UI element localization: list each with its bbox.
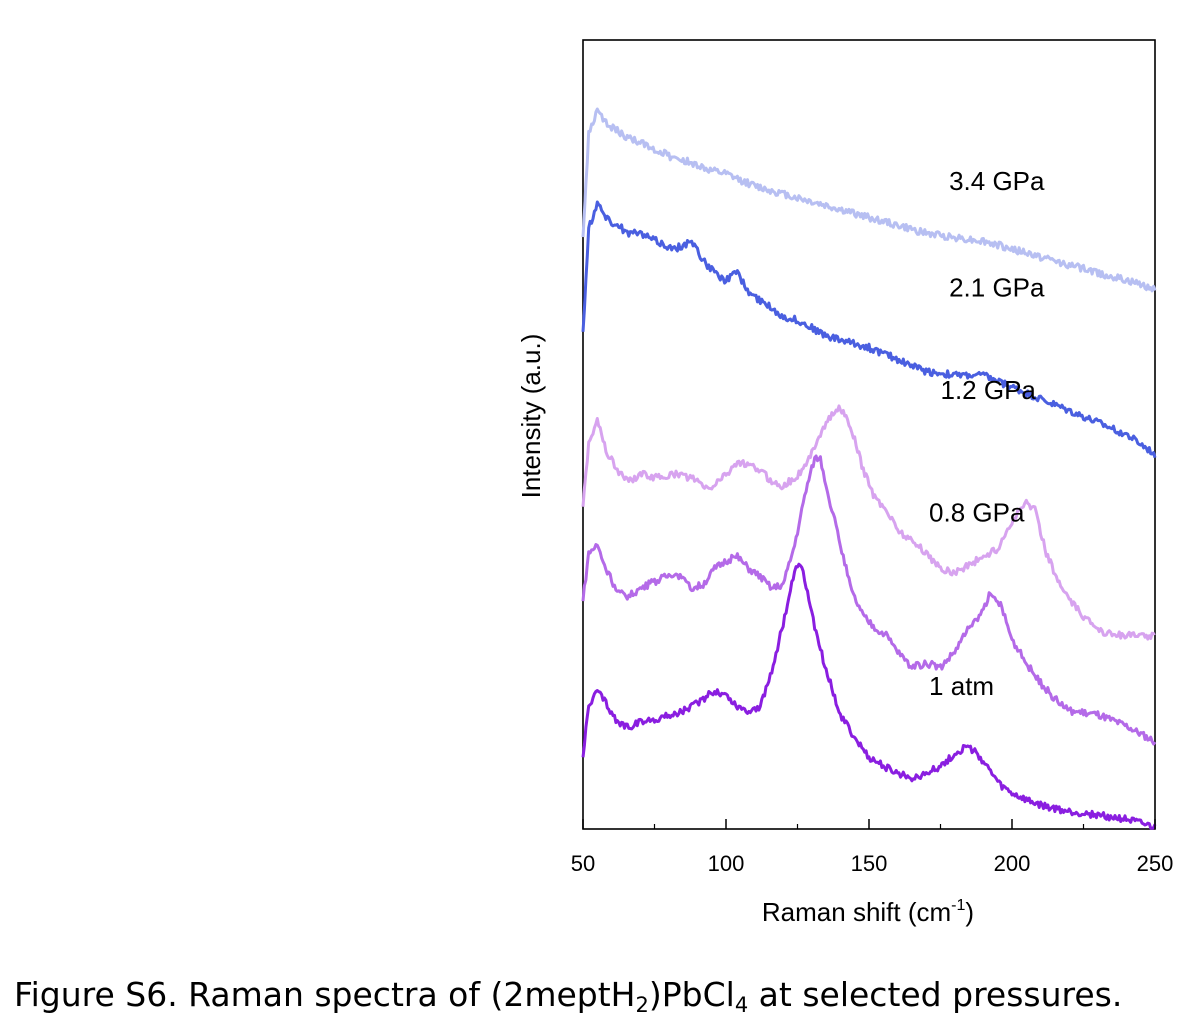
x-tick-label: 150 [851,851,888,876]
x-axis-ticks: 50 100 150 200 250 [571,819,1174,876]
x-axis-label: Raman shift (cm-1) [762,897,974,927]
series-label: 3.4 GPa [949,166,1045,196]
raman-chart: 3.4 GPa 2.1 GPa 1.2 GPa 0.8 GPa 1 atm 50 100 1… [516,39,1174,927]
series-label: 2.1 GPa [949,272,1045,302]
series-label: 1 atm [929,671,994,701]
x-tick-label: 50 [571,851,595,876]
series-line [581,562,1157,830]
trace-labels: 3.4 GPa 2.1 GPa 1.2 GPa 0.8 GPa 1 atm [929,166,1045,701]
x-tick-label: 100 [708,851,745,876]
series-label: 1.2 GPa [941,375,1037,405]
y-axis-label: Intensity (a.u.) [516,334,546,499]
series-line [581,404,1156,641]
series-label: 0.8 GPa [929,497,1025,527]
series-line [581,200,1157,459]
series-line [581,107,1157,293]
figure-caption: Figure S6. Raman spectra of (2meptH2)PbC… [14,975,1123,1017]
x-tick-label: 250 [1137,851,1174,876]
series-line [581,454,1157,746]
raman-traces [581,107,1157,830]
x-tick-label: 200 [994,851,1031,876]
